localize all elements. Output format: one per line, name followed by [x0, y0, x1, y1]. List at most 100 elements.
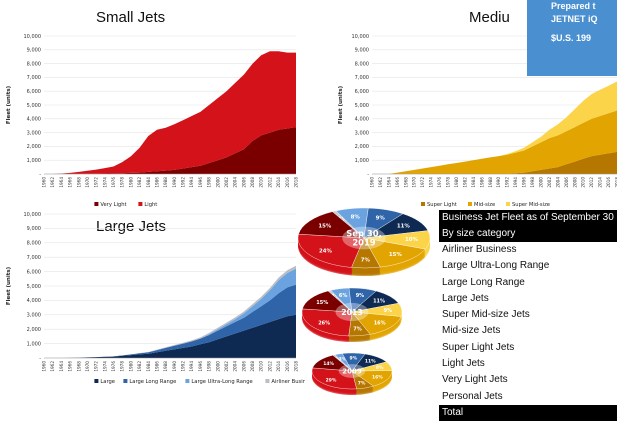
pie-slice-label: 26% — [318, 321, 330, 327]
legend-label: Mid-size — [474, 202, 495, 208]
x-tick-label: 1986 — [154, 361, 159, 372]
y-tick-label: - — [39, 356, 41, 362]
y-tick-label: 9,000 — [27, 226, 41, 232]
pie-slice-label: 9% — [376, 215, 386, 221]
x-tick-label: 2000 — [538, 177, 543, 188]
table-header-title: Business Jet Fleet as of September 30 — [439, 210, 617, 226]
legend-swatch — [94, 379, 99, 383]
y-tick-label: 6,000 — [27, 269, 41, 275]
table-row: Large Jets — [442, 292, 489, 304]
area-series-super-light — [372, 151, 617, 174]
area-series-large — [44, 314, 296, 358]
legend-label: Airliner Business — [271, 379, 305, 385]
x-tick-label: 2008 — [572, 177, 577, 188]
legend-label: Large Long Range — [129, 379, 176, 385]
pie-slice-label: 3% — [339, 356, 347, 362]
medium-jets-title: Mediu — [469, 9, 510, 26]
table-row: Large Long Range — [442, 276, 525, 288]
large-jets-chart: 10,000 9,000 8,000 7,000 6,000 5,000 4,000 3,00… — [6, 212, 305, 385]
x-tick-label: 1968 — [76, 361, 81, 372]
y-tick-label: 5,000 — [27, 103, 41, 109]
x-tick-label: 1972 — [94, 177, 99, 188]
x-tick-label: 1998 — [530, 177, 535, 188]
x-tick-label: 2006 — [241, 177, 246, 188]
legend-swatch — [185, 379, 190, 383]
x-tick-label: 2012 — [267, 177, 272, 188]
small-jets-chart: 10,000 9,000 8,000 7,000 6,000 5,000 4,000 3,00… — [6, 34, 299, 208]
y-tick-label: 10,000 — [352, 34, 370, 40]
x-tick-label: 1976 — [111, 177, 116, 188]
x-tick-label: 1970 — [412, 177, 417, 188]
x-tick-label: 1962 — [378, 177, 383, 188]
y-tick-label: 2,000 — [27, 327, 41, 333]
x-tick-label: 1990 — [172, 177, 177, 188]
x-tick-label: 2018 — [294, 361, 299, 372]
legend-swatch — [138, 202, 143, 206]
pie-center — [342, 226, 386, 250]
x-tick-label: 1964 — [59, 177, 64, 188]
legend-swatch — [265, 379, 270, 383]
legend-swatch — [468, 202, 472, 206]
x-tick-label: 1972 — [420, 177, 425, 188]
pie-slice — [302, 290, 353, 313]
x-tick-label: 1980 — [128, 177, 133, 188]
x-tick-label: 1984 — [146, 361, 151, 372]
y-axis-label: Fleet (units) — [338, 85, 344, 124]
x-tick-label: 1960 — [370, 177, 375, 188]
x-tick-label: 1992 — [181, 177, 186, 188]
legend-label: Super Light — [427, 202, 457, 208]
fleet-table: Business Jet Fleet as of September 30 By… — [439, 210, 617, 421]
x-tick-label: 1984 — [471, 177, 476, 188]
x-tick-label: 1972 — [94, 361, 99, 372]
y-tick-label: 7,000 — [355, 75, 369, 81]
y-tick-label: - — [367, 172, 369, 178]
x-tick-label: 2010 — [581, 177, 586, 188]
pie-2013: 1%6% 9% 11% 9% 16% 7% 26% 15% 2013 — [301, 287, 403, 342]
pie-slice — [311, 367, 357, 390]
small-jets-title: Small Jets — [96, 9, 166, 26]
y-tick-label: 9,000 — [355, 48, 369, 54]
prepared-by-callout: Prepared t JETNET iQ $U.S. 199 — [527, 0, 617, 76]
callout-line-3: $U.S. 199 — [551, 33, 592, 43]
x-tick-label: 2012 — [589, 177, 594, 188]
table-header-subtitle: By size category — [439, 226, 617, 242]
x-tick-label: 1976 — [111, 361, 116, 372]
pie-sep-30-2019: 1% 8% 9% 11% 10% 15% 7% 24% 15% Sep 30,2019 — [297, 207, 431, 276]
y-tick-label: 1,000 — [27, 158, 41, 164]
pie-slice-label: 29% — [326, 377, 337, 383]
x-tick-label: 1968 — [403, 177, 408, 188]
pie-slice-label: 9% — [356, 293, 365, 299]
x-tick-label: 1962 — [50, 361, 55, 372]
y-tick-label: 8,000 — [27, 241, 41, 247]
x-tick-label: 2014 — [276, 361, 281, 372]
area-series-light — [44, 51, 296, 175]
pie-title: Sep 30, — [346, 229, 381, 239]
pie-slice — [298, 211, 365, 239]
x-tick-label: 1960 — [42, 361, 47, 372]
legend-label: Large — [100, 379, 115, 385]
x-tick-label: 1966 — [68, 361, 73, 372]
area-series-large-ultra-long-range — [44, 268, 296, 358]
pie-slice-label: 16% — [374, 321, 386, 327]
y-tick-label: 9,000 — [27, 48, 41, 54]
x-tick-label: 1974 — [102, 177, 107, 188]
x-tick-label: 1992 — [505, 177, 510, 188]
y-tick-label: 1,000 — [355, 158, 369, 164]
x-tick-label: 1982 — [137, 361, 142, 372]
x-tick-label: 1994 — [189, 177, 194, 188]
pie-slice — [301, 308, 353, 337]
table-row: Airliner Business — [442, 244, 517, 255]
x-tick-label: 2000 — [215, 361, 220, 372]
x-tick-label: 1974 — [429, 177, 434, 188]
x-tick-label: 1986 — [479, 177, 484, 188]
y-tick-label: 8,000 — [355, 61, 369, 67]
legend-swatch — [94, 202, 99, 206]
x-tick-label: 2018 — [294, 177, 299, 188]
medium-jets-chart: 10,000 9,000 8,000 7,000 6,000 5,000 4,000 3,00… — [338, 34, 617, 208]
table-row: Light Jets — [442, 358, 485, 370]
x-tick-label: 2012 — [267, 361, 272, 372]
pie-slice-label: 8% — [376, 365, 384, 371]
x-tick-label: 1998 — [207, 177, 212, 188]
x-tick-label: 2002 — [224, 361, 229, 372]
